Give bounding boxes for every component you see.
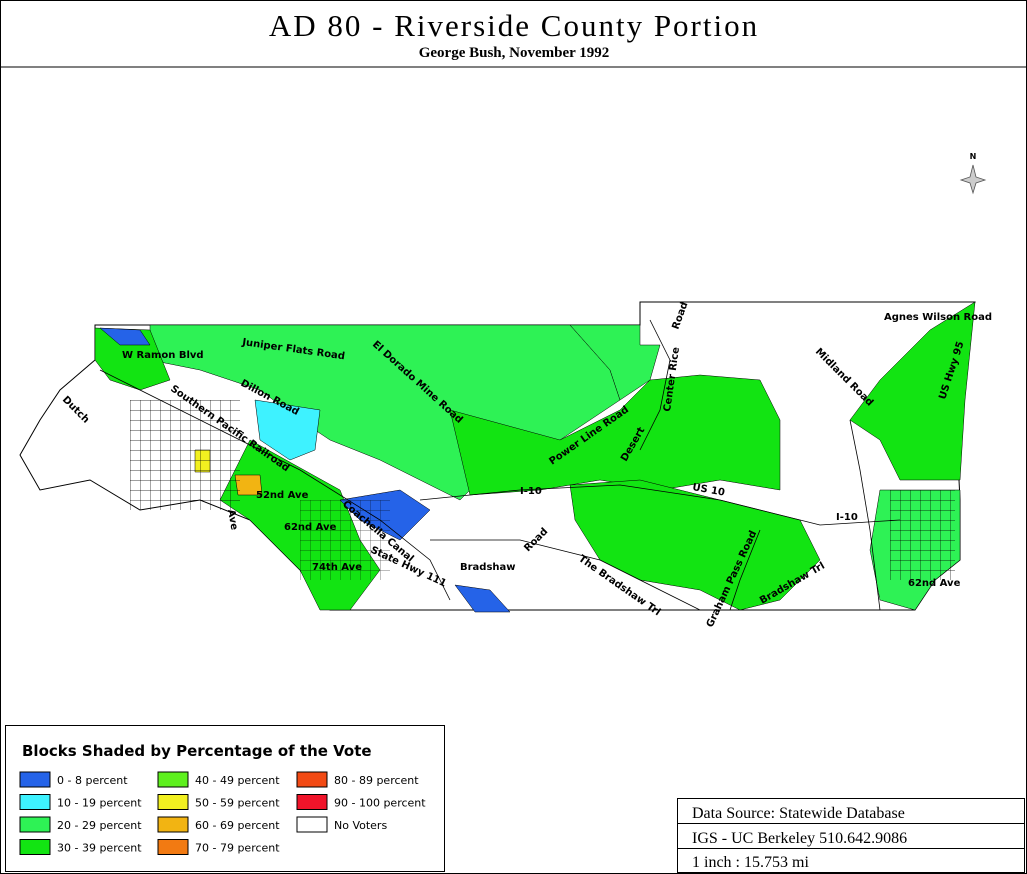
block-grid bbox=[890, 490, 955, 580]
region bbox=[569, 324, 661, 401]
legend-swatch bbox=[19, 794, 51, 810]
legend-label: 50 - 59 percent bbox=[195, 797, 280, 810]
source-line: IGS - UC Berkeley 510.642.9086 bbox=[692, 830, 907, 847]
road bbox=[729, 529, 761, 611]
road bbox=[639, 319, 671, 451]
legend-swatch bbox=[157, 839, 189, 855]
legend: Blocks Shaded by Percentage of the Vote … bbox=[5, 725, 445, 872]
road-label: 52nd Ave bbox=[256, 490, 309, 501]
legend-swatch bbox=[296, 771, 328, 788]
region bbox=[454, 584, 511, 613]
legend-frame bbox=[5, 725, 445, 872]
road-label: Bradshaw bbox=[460, 562, 516, 573]
road-label: 62nd Ave bbox=[284, 522, 337, 533]
legend-label: 60 - 69 percent bbox=[195, 819, 280, 832]
road-label: Ave bbox=[225, 509, 239, 531]
legend-swatch bbox=[296, 794, 328, 810]
source-line: Data Source: Statewide Database bbox=[692, 805, 905, 822]
legend-swatch bbox=[19, 771, 51, 788]
legend-swatch bbox=[296, 816, 328, 833]
road bbox=[849, 419, 881, 611]
road-label: I-10 bbox=[520, 486, 542, 497]
legend-label: 70 - 79 percent bbox=[195, 842, 280, 855]
legend-label: 40 - 49 percent bbox=[195, 774, 280, 787]
north-arrow: N bbox=[959, 152, 987, 195]
legend-swatch bbox=[19, 839, 51, 855]
legend-label: 10 - 19 percent bbox=[57, 797, 142, 810]
source-frame bbox=[677, 798, 1025, 873]
road-label: W Ramon Blvd bbox=[122, 350, 204, 361]
legend-label: 80 - 89 percent bbox=[334, 774, 419, 787]
legend-swatch bbox=[157, 816, 189, 833]
legend-label: No Voters bbox=[334, 819, 387, 832]
block-grid bbox=[300, 500, 390, 580]
legend-swatch bbox=[19, 816, 51, 833]
legend-label: 90 - 100 percent bbox=[334, 797, 426, 810]
road bbox=[430, 539, 701, 611]
road bbox=[99, 369, 451, 601]
road bbox=[419, 484, 901, 526]
road-label: Agnes Wilson Road bbox=[884, 312, 992, 323]
legend-title: Blocks Shaded by Percentage of the Vote bbox=[22, 742, 372, 760]
legend-swatch bbox=[157, 794, 189, 810]
compass bbox=[959, 164, 987, 195]
region bbox=[849, 301, 976, 481]
block-grid bbox=[130, 400, 240, 510]
legend-label: 0 - 8 percent bbox=[57, 774, 128, 787]
road-label: I-10 bbox=[836, 512, 858, 523]
legend-swatch bbox=[157, 771, 189, 788]
title: AD 80 - Riverside County Portion bbox=[269, 8, 759, 43]
road-label: 74th Ave bbox=[312, 562, 362, 573]
legend-label: 20 - 29 percent bbox=[57, 819, 142, 832]
map bbox=[19, 301, 976, 613]
source-box: Data Source: Statewide Database IGS - UC… bbox=[677, 798, 1025, 873]
region bbox=[99, 327, 151, 346]
subtitle: George Bush, November 1992 bbox=[419, 45, 610, 61]
region bbox=[254, 399, 321, 461]
north-label: N bbox=[970, 152, 977, 161]
legend-label: 30 - 39 percent bbox=[57, 842, 142, 855]
source-line: 1 inch : 15.753 mi bbox=[692, 854, 809, 871]
region bbox=[569, 479, 821, 611]
road-label: 62nd Ave bbox=[908, 578, 961, 589]
